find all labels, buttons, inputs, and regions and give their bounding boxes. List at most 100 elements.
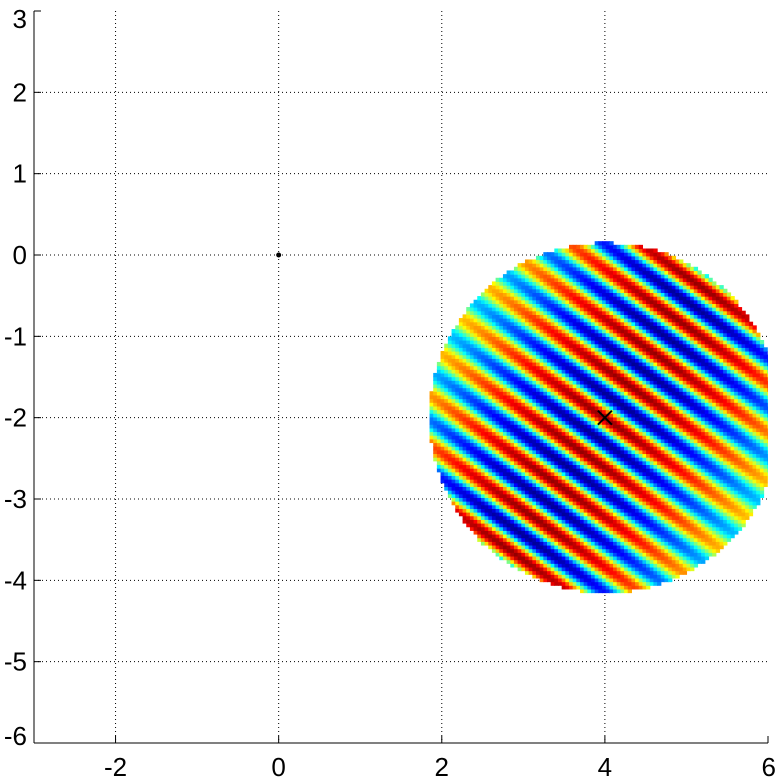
heat-cell (605, 336, 610, 341)
heat-cell (569, 303, 574, 308)
heat-cell (532, 376, 537, 381)
heat-cell (587, 285, 592, 290)
heat-cell (458, 332, 464, 337)
heat-cell (642, 354, 647, 359)
heat-cell (550, 544, 555, 550)
heat-cell (627, 354, 632, 359)
heat-cell (649, 442, 655, 447)
heat-cell (572, 471, 577, 477)
heat-cell (517, 460, 522, 466)
heat-cell (561, 482, 566, 487)
heat-cell (550, 409, 555, 414)
heat-cell (477, 380, 482, 385)
heat-cell (609, 266, 614, 272)
heat-cell (521, 325, 526, 330)
heat-cell (649, 263, 655, 268)
heat-cell (635, 405, 640, 411)
heat-cell (554, 380, 559, 385)
heat-cell (546, 574, 552, 579)
heat-cell (635, 329, 640, 334)
heat-cell (480, 533, 486, 539)
heat-cell (605, 435, 610, 440)
heat-cell (440, 413, 445, 418)
heat-cell (480, 490, 486, 495)
heat-cell (653, 416, 658, 422)
heat-cell (609, 577, 614, 583)
heat-cell (557, 372, 563, 378)
heat-cell (561, 548, 566, 553)
heat-cell (638, 343, 644, 348)
heat-cell (546, 303, 552, 308)
heat-cell (528, 431, 533, 436)
heat-cell (499, 321, 504, 326)
heat-cell (576, 585, 581, 590)
heat-cell (546, 427, 552, 433)
heat-cell (521, 464, 526, 469)
heat-cell (546, 453, 552, 458)
heat-cell (458, 453, 464, 458)
heat-cell (605, 310, 610, 315)
heat-cell (499, 442, 504, 447)
heat-cell (591, 544, 596, 550)
heat-cell (444, 376, 449, 381)
heat-cell (649, 259, 655, 264)
heat-cell (554, 464, 559, 469)
heat-cell (561, 460, 566, 466)
heat-cell (631, 413, 636, 418)
heat-cell (653, 259, 658, 264)
heat-cell (524, 259, 530, 264)
heat-cell (436, 372, 442, 378)
heat-cell (653, 310, 658, 315)
heat-cell (631, 372, 636, 378)
heat-cell (576, 526, 581, 531)
heat-cell (502, 372, 508, 378)
heat-cell (602, 515, 607, 520)
heat-cell (502, 479, 508, 484)
heat-cell (499, 460, 504, 466)
heat-cell (576, 512, 581, 517)
heat-cell (642, 541, 647, 546)
heat-cell (557, 376, 563, 381)
heat-cell (609, 398, 614, 403)
heat-cell (462, 504, 467, 509)
heat-cell (458, 493, 464, 498)
heat-cell (517, 274, 522, 279)
heat-cell (602, 548, 607, 553)
heat-cell (495, 372, 500, 378)
heat-cell (455, 504, 460, 509)
heat-cell (583, 544, 588, 550)
heat-cell (638, 555, 644, 561)
heat-cell (554, 457, 559, 462)
heat-cell (447, 380, 453, 385)
heat-cell (546, 277, 552, 283)
heat-cell (613, 548, 618, 553)
heat-cell (521, 277, 526, 283)
heat-cell (433, 402, 438, 407)
heat-cell (554, 563, 559, 568)
heat-cell (499, 493, 504, 498)
heat-cell (561, 314, 566, 319)
heat-cell (569, 376, 574, 381)
heat-cell (436, 460, 442, 466)
heat-cell (646, 479, 651, 484)
heat-cell (506, 537, 511, 542)
heat-cell (539, 354, 544, 359)
heat-cell (627, 526, 632, 531)
heat-cell (502, 292, 508, 297)
heat-cell (517, 329, 522, 334)
heat-cell (635, 566, 640, 572)
heat-cell (635, 402, 640, 407)
heat-cell (616, 442, 621, 447)
heat-cell (535, 383, 541, 389)
heat-cell (565, 581, 570, 586)
heat-cell (580, 577, 585, 583)
heat-cell (598, 270, 603, 275)
heat-cell (605, 504, 610, 509)
heat-cell (499, 468, 504, 473)
heat-cell (458, 438, 464, 444)
heat-cell (609, 314, 614, 319)
heat-cell (510, 361, 515, 367)
heat-cell (576, 285, 581, 290)
heat-cell (554, 471, 559, 477)
heat-cell (653, 383, 658, 389)
